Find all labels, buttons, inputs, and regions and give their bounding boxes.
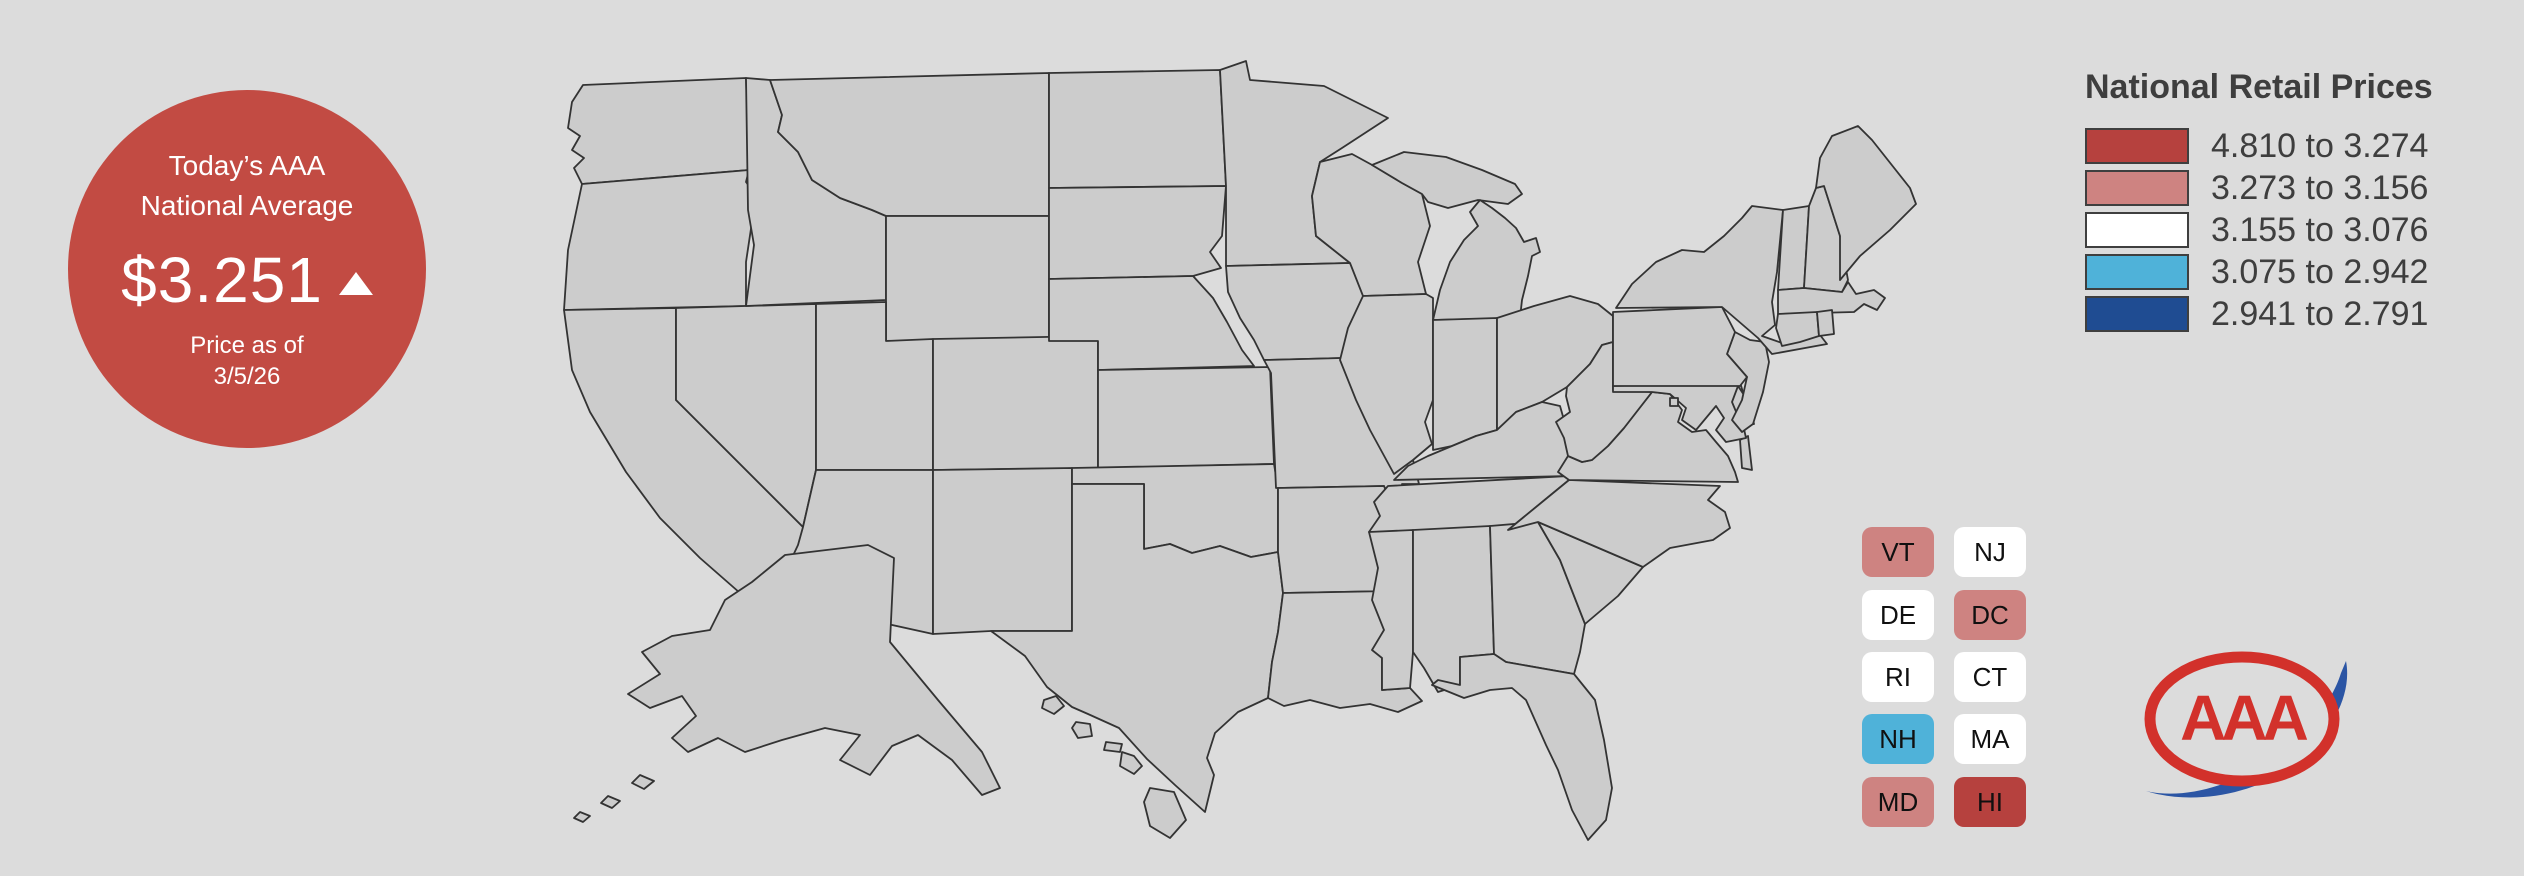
state-or[interactable] — [563, 169, 759, 311]
state-chip-md: MD — [1862, 777, 1934, 827]
state-ma[interactable] — [1777, 281, 1886, 315]
legend-swatch-2 — [2085, 170, 2189, 206]
legend-swatch-3 — [2085, 212, 2189, 248]
state-mi-upper[interactable] — [1371, 151, 1523, 209]
state-dc[interactable] — [1669, 397, 1679, 407]
legend-label-1: 4.810 to 3.274 — [2211, 126, 2429, 165]
state-me[interactable] — [1815, 125, 1917, 281]
legend-item: 4.810 to 3.274 — [2085, 126, 2433, 165]
legend-label-3: 3.155 to 3.076 — [2211, 210, 2429, 249]
state-chip-label: DC — [1971, 599, 2009, 630]
state-chip-label: NH — [1879, 723, 1917, 754]
legend-swatch-4 — [2085, 254, 2189, 290]
state-ks[interactable] — [1097, 366, 1275, 469]
state-nd[interactable] — [1048, 69, 1227, 189]
legend-swatch-5 — [2085, 296, 2189, 332]
state-hi-oahu[interactable] — [1071, 721, 1093, 739]
legend: National Retail Prices 4.810 to 3.274 3.… — [2085, 68, 2433, 339]
state-il[interactable] — [1339, 293, 1434, 475]
state-ak[interactable] — [627, 544, 1001, 796]
legend-label-2: 3.273 to 3.156 — [2211, 168, 2429, 207]
legend-item: 3.155 to 3.076 — [2085, 210, 2433, 249]
state-pa[interactable] — [1612, 306, 1748, 387]
price-as-of-date: 3/5/26 — [213, 363, 281, 390]
state-chip-ma: MA — [1954, 714, 2026, 764]
state-mi-lower[interactable] — [1432, 199, 1541, 321]
national-average-badge: Today’s AAA National Average $3.251 Pric… — [68, 90, 426, 448]
state-sd[interactable] — [1048, 185, 1227, 280]
state-co[interactable] — [932, 335, 1099, 471]
state-ri[interactable] — [1816, 309, 1835, 337]
legend-item: 3.075 to 2.942 — [2085, 252, 2433, 291]
state-chip-label: HI — [1977, 786, 2003, 817]
aaa-logo-text: AAA — [2180, 682, 2307, 754]
state-hi-big-island[interactable] — [1143, 787, 1187, 839]
state-fl[interactable] — [1431, 653, 1613, 841]
state-hi-kauai[interactable] — [1041, 695, 1065, 715]
aaa-logo-oval — [2144, 651, 2340, 787]
state-in[interactable] — [1432, 317, 1498, 451]
state-wy[interactable] — [885, 215, 1050, 344]
state-nc[interactable] — [1507, 479, 1731, 568]
legend-label-4: 3.075 to 2.942 — [2211, 252, 2429, 291]
state-hi-maui[interactable] — [1119, 751, 1143, 775]
us-choropleth-map — [563, 60, 1917, 841]
state-chip-label: DE — [1879, 599, 1917, 630]
state-chip-ri: RI — [1862, 652, 1934, 702]
up-arrow-icon — [338, 271, 373, 295]
national-average-price: $3.251 — [121, 244, 323, 316]
aaa-logo: AAA — [2144, 651, 2348, 798]
state-wa[interactable] — [567, 77, 750, 185]
state-chip-label: NJ — [1974, 536, 2006, 567]
legend-label-5: 2.941 to 2.791 — [2211, 294, 2429, 333]
state-chip-dc: DC — [1954, 590, 2026, 640]
state-hi-molokai[interactable] — [1103, 741, 1123, 753]
map-states — [563, 60, 1917, 841]
state-chip-hi: HI — [1954, 777, 2026, 827]
badge-line2: National Average — [140, 190, 354, 221]
state-chip-label: MD — [1877, 786, 1919, 817]
state-chip-nj: NJ — [1954, 527, 2026, 577]
state-chip-label: MA — [1970, 723, 2010, 754]
state-va-eastern-shore[interactable] — [1739, 435, 1753, 471]
state-ny[interactable] — [1615, 205, 1828, 355]
state-tx[interactable] — [990, 483, 1284, 813]
state-chip-de: DE — [1862, 590, 1934, 640]
legend-item: 3.273 to 3.156 — [2085, 168, 2433, 207]
state-ak-island[interactable] — [573, 811, 591, 823]
legend-swatch-1 — [2085, 128, 2189, 164]
price-as-of-label: Price as of — [190, 332, 304, 359]
state-chip-vt: VT — [1862, 527, 1934, 577]
state-chip-nh: NH — [1862, 714, 1934, 764]
legend-title: National Retail Prices — [2085, 68, 2433, 106]
state-ak-island[interactable] — [600, 795, 621, 809]
state-chip-label: VT — [1881, 536, 1915, 567]
state-ak-island[interactable] — [631, 774, 655, 790]
state-chip-ct: CT — [1954, 652, 2026, 702]
state-ne[interactable] — [1048, 275, 1255, 371]
state-nm[interactable] — [932, 467, 1073, 635]
state-chip-label: RI — [1885, 661, 1911, 692]
state-chip-label: CT — [1972, 661, 2008, 692]
legend-item: 2.941 to 2.791 — [2085, 294, 2433, 333]
badge-line1: Today’s AAA — [168, 150, 326, 181]
